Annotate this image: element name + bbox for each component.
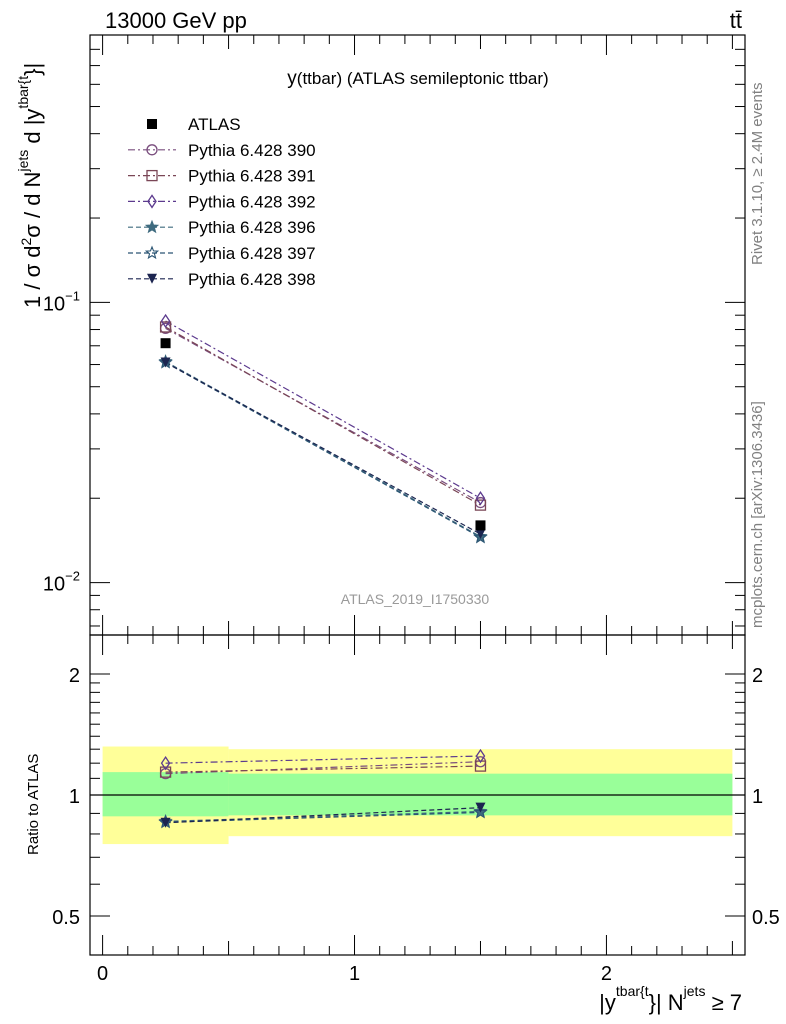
ratio-series-lines xyxy=(165,755,481,824)
rivet-version-label: Rivet 3.1.10, ≥ 2.4M events xyxy=(749,83,766,266)
legend: ATLAS Pythia 6.428 390 Pythia 6.428 391 Pyt… xyxy=(128,115,316,289)
legend-label-5: Pythia 6.428 398 xyxy=(188,270,316,289)
xlabel-part-a: |y xyxy=(599,990,616,1015)
main-series-line-1 xyxy=(165,326,481,506)
ylabel-part-d: jets xyxy=(15,150,31,173)
mcplots-source-label: mcplots.cern.ch [arXiv:1306.3436] xyxy=(749,401,766,628)
legend-label-3: Pythia 6.428 396 xyxy=(188,218,316,237)
axis-ticks xyxy=(90,34,745,955)
ratio-ytick-label-left-0: 0.5 xyxy=(52,907,80,929)
ratio-series-markers xyxy=(158,748,488,829)
main-point-s2-1 xyxy=(475,491,486,506)
title-main: y xyxy=(287,68,297,89)
legend-marker-1 xyxy=(146,169,158,182)
legend-label-0: Pythia 6.428 390 xyxy=(188,141,316,160)
legend-marker-5 xyxy=(147,273,157,284)
legend-marker-3 xyxy=(144,219,160,234)
ytick-exponent: −1 xyxy=(65,288,80,303)
main-point-s1-0 xyxy=(159,321,172,333)
main-series-lines xyxy=(165,320,481,538)
main-series-markers xyxy=(158,313,488,544)
legend-label-atlas: ATLAS xyxy=(188,115,241,134)
ratio-point-s5-0 xyxy=(160,817,171,828)
analysis-watermark: ATLAS_2019_I1750330 xyxy=(341,591,490,607)
main-y-axis-label: 1 / σ d2σ / d Njets d |ytbar{t}| xyxy=(15,63,45,308)
ylabel-part-b: 2 xyxy=(18,238,34,246)
ratio-point-s4-1 xyxy=(473,804,488,819)
ratio-series-line-5 xyxy=(165,807,481,824)
main-plot-title: y(ttbar) (ATLAS semileptonic ttbar) xyxy=(287,68,548,89)
main-ytick-label-0: 10−1 xyxy=(43,288,80,315)
main-point-s1-1 xyxy=(474,499,487,511)
xlabel-part-e: ≥ 7 xyxy=(705,990,742,1015)
legend-label-4: Pythia 6.428 397 xyxy=(188,244,316,263)
main-series-line-5 xyxy=(165,362,481,535)
legend-label-1: Pythia 6.428 391 xyxy=(188,167,316,186)
title-rest: (ttbar) (ATLAS semileptonic ttbar) xyxy=(297,69,549,88)
ratio-uncertainty-bands xyxy=(90,746,745,845)
xlabel-part-c: }| N xyxy=(649,990,684,1015)
ratio-point-s1-0 xyxy=(159,766,172,778)
main-point-s5-0 xyxy=(160,357,171,368)
ylabel-part-e: d |y xyxy=(20,109,45,150)
xtick-label-0: 0 xyxy=(97,963,108,985)
energy-label: 13000 GeV pp xyxy=(105,8,247,33)
ratio-ytick-label-left-2: 2 xyxy=(69,665,80,687)
legend-marker-2 xyxy=(147,194,157,209)
main-point-s5-1 xyxy=(475,529,486,540)
x-axis-label: |ytbar{t}| Njets ≥ 7 xyxy=(599,983,742,1015)
legend-marker-0 xyxy=(146,144,158,156)
xtick-label-2: 2 xyxy=(601,963,612,985)
ratio-ytick-label-right-0: 0.5 xyxy=(752,907,780,929)
ytick-base: 10 xyxy=(43,293,65,315)
xlabel-part-d: jets xyxy=(683,983,706,999)
tick-labels: 10−110−20.5 0.51 12 20 1 2 xyxy=(43,288,780,985)
ratio-y-axis-label: Ratio to ATLAS xyxy=(25,754,42,855)
xlabel-part-b: tbar{t xyxy=(616,983,649,999)
ratio-ytick-label-right-2: 2 xyxy=(752,665,763,687)
ytick-exponent: −2 xyxy=(65,569,80,584)
ratio-ytick-label-right-1: 1 xyxy=(752,786,763,808)
legend-label-2: Pythia 6.428 392 xyxy=(188,192,316,211)
ratio-ytick-label-left-1: 1 xyxy=(69,786,80,808)
xtick-label-1: 1 xyxy=(349,963,360,985)
atlas-data-point-0 xyxy=(160,338,171,349)
main-series-line-2 xyxy=(165,320,481,499)
ylabel-part-f: tbar{t xyxy=(15,76,31,109)
ylabel-part-c: σ / d N xyxy=(20,172,45,238)
main-series-line-3 xyxy=(165,361,481,538)
green-band-0 xyxy=(102,772,229,817)
ylabel-part-a: 1 / σ d xyxy=(20,246,45,309)
main-ytick-label-1: 10−2 xyxy=(43,569,80,596)
process-label: tt̄ xyxy=(730,8,742,33)
main-point-s2-0 xyxy=(160,313,171,329)
ytick-base: 10 xyxy=(43,574,65,596)
ratio-point-s2-0 xyxy=(160,755,171,771)
legend-marker-atlas xyxy=(147,119,157,129)
ylabel-part-g: }| xyxy=(20,63,45,76)
atlas-data-point-1 xyxy=(475,520,486,531)
ratio-point-s2-1 xyxy=(475,748,486,764)
main-series-line-4 xyxy=(165,362,481,538)
ratio-point-s5-1 xyxy=(475,802,486,813)
legend-marker-4 xyxy=(144,245,160,260)
main-point-s4-1 xyxy=(473,529,488,544)
